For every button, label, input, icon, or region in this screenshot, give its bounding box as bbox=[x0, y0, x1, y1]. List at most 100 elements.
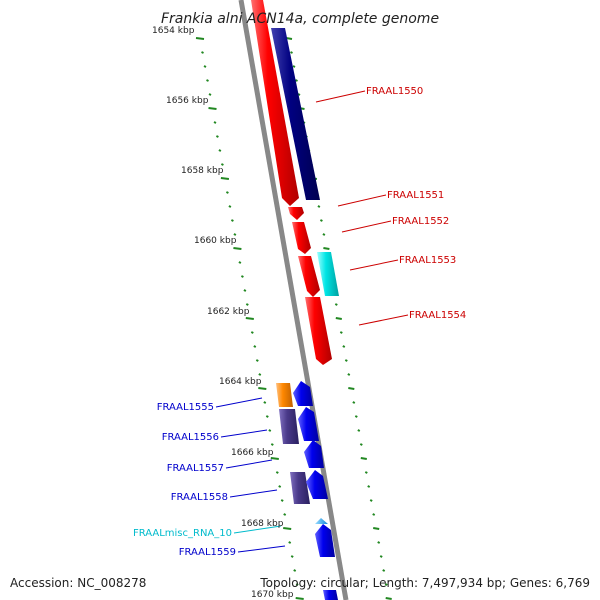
leader-fraal1556 bbox=[220, 429, 268, 438]
accession-text: Accession: NC_008278 bbox=[10, 576, 146, 590]
leader-fraal1550 bbox=[315, 90, 366, 103]
label-fraal1559[interactable]: FRAAL1559 bbox=[179, 547, 236, 558]
gene-fraal1555-cds[interactable] bbox=[293, 381, 313, 406]
leader-fraal1552 bbox=[341, 220, 392, 233]
ruler-minor-tick bbox=[250, 331, 254, 334]
label-fraal1557[interactable]: FRAAL1557 bbox=[167, 463, 224, 474]
ruler-major-tick bbox=[295, 597, 304, 600]
ruler-minor-tick-outer bbox=[295, 79, 298, 82]
label-fraalmisc-rna-10[interactable]: FRAALmisc_RNA_10 bbox=[133, 528, 232, 539]
label-fraal1555[interactable]: FRAAL1555 bbox=[157, 402, 214, 413]
ruler-minor-tick-outer bbox=[372, 513, 376, 516]
ruler-minor-tick-outer bbox=[344, 359, 348, 362]
ruler-minor-tick bbox=[290, 555, 294, 558]
ruler-major-tick-outer bbox=[360, 457, 367, 460]
gene-fraalmisc-rna-10[interactable] bbox=[315, 518, 328, 524]
ruler-minor-tick bbox=[208, 93, 212, 96]
ruler-minor-tick bbox=[228, 205, 232, 208]
ruler-minor-tick-outer bbox=[352, 401, 356, 404]
tick-label-1662: 1662 kbp bbox=[207, 307, 250, 317]
tick-label-1658: 1658 kbp bbox=[181, 166, 224, 176]
ruler-minor-tick-outer bbox=[379, 555, 383, 558]
ruler-minor-tick bbox=[243, 289, 247, 292]
ruler-major-tick bbox=[283, 527, 292, 530]
ruler-minor-tick-outer bbox=[292, 65, 296, 68]
ruler-minor-tick bbox=[240, 275, 244, 278]
ruler-minor-tick bbox=[203, 65, 207, 68]
gene-partial-bottom bbox=[323, 590, 338, 600]
ruler-minor-tick bbox=[253, 345, 257, 348]
tick-label-1654: 1654 kbp bbox=[152, 26, 195, 36]
ruler-minor-tick bbox=[263, 401, 267, 404]
ruler-minor-tick-outer bbox=[347, 373, 351, 376]
gene-fraal1557-cds[interactable] bbox=[304, 440, 324, 468]
label-leaders bbox=[215, 90, 409, 553]
ruler-minor-tick bbox=[265, 415, 269, 418]
gene-labels: FRAAL1550 FRAAL1551 FRAAL1552 FRAAL1553 … bbox=[133, 86, 466, 558]
ruler-minor-tick bbox=[233, 233, 237, 236]
gene-fraal1550-cog[interactable] bbox=[271, 28, 320, 200]
label-fraal1551[interactable]: FRAAL1551 bbox=[387, 190, 444, 201]
ruler-minor-tick bbox=[283, 513, 287, 516]
ruler-minor-tick bbox=[258, 373, 262, 376]
label-fraal1556[interactable]: FRAAL1556 bbox=[162, 432, 219, 443]
tick-label-1660: 1660 kbp bbox=[194, 236, 237, 246]
gene-fraal1555-cog[interactable] bbox=[276, 383, 293, 407]
ruler-minor-tick-outer bbox=[339, 331, 343, 334]
ruler-minor-tick bbox=[218, 149, 222, 152]
gene-fraal1556-cds[interactable] bbox=[298, 407, 319, 441]
ruler-minor-tick-outer bbox=[319, 219, 323, 222]
ruler-minor-tick bbox=[225, 191, 229, 194]
ruler-minor-tick bbox=[268, 429, 272, 432]
label-fraal1550[interactable]: FRAAL1550 bbox=[366, 86, 423, 97]
tick-label-1666: 1666 kbp bbox=[231, 448, 274, 458]
ruler-minor-tick-outer bbox=[322, 233, 326, 236]
genome-summary-text: Topology: circular; Length: 7,497,934 bp… bbox=[259, 576, 590, 590]
map-title: Frankia alni ACN14a, complete genome bbox=[161, 11, 439, 27]
ruler-minor-tick bbox=[230, 219, 234, 222]
gene-fraal1558-cog[interactable] bbox=[290, 472, 310, 504]
ruler-minor-tick-outer bbox=[290, 51, 293, 54]
ruler-minor-tick bbox=[295, 583, 299, 586]
tick-label-1670: 1670 kbp bbox=[251, 590, 294, 600]
leader-fraal1555 bbox=[215, 397, 263, 408]
ruler-minor-tick bbox=[238, 261, 242, 264]
leader-fraalmisc-rna-10 bbox=[233, 525, 282, 534]
ruler-minor-tick bbox=[278, 485, 282, 488]
gene-fraal1554-cds[interactable] bbox=[305, 297, 332, 365]
ruler-minor-tick bbox=[245, 303, 249, 306]
gene-fraal1553-cog[interactable] bbox=[317, 252, 339, 296]
ruler-minor-tick-outer bbox=[317, 205, 321, 208]
gene-fraal1551-cds[interactable] bbox=[288, 207, 304, 220]
gene-fraal1556-cog[interactable] bbox=[279, 409, 299, 444]
ruler-minor-tick-outer bbox=[354, 415, 358, 418]
ruler-minor-tick bbox=[280, 499, 284, 502]
ruler-major-tick bbox=[220, 177, 230, 180]
leader-fraal1553 bbox=[349, 259, 399, 271]
tick-label-1656: 1656 kbp bbox=[166, 96, 209, 106]
label-fraal1558[interactable]: FRAAL1558 bbox=[171, 492, 228, 503]
leader-fraal1554 bbox=[358, 314, 409, 326]
ruler-minor-tick-outer bbox=[357, 429, 361, 432]
label-fraal1554[interactable]: FRAAL1554 bbox=[409, 310, 466, 321]
ruler-major-tick bbox=[233, 247, 242, 250]
gene-fraal1559-cds[interactable] bbox=[315, 524, 335, 557]
gene-fraal1550-cds[interactable] bbox=[251, 0, 299, 206]
ruler-major-tick bbox=[195, 37, 205, 40]
ruler-minor-tick bbox=[220, 163, 224, 166]
label-fraal1553[interactable]: FRAAL1553 bbox=[399, 255, 456, 266]
reverse-strand-features bbox=[276, 381, 338, 600]
ruler-minor-tick bbox=[293, 569, 297, 572]
label-fraal1552[interactable]: FRAAL1552 bbox=[392, 216, 449, 227]
ruler-minor-tick bbox=[288, 541, 292, 544]
ruler-minor-tick-outer bbox=[334, 303, 338, 306]
gene-fraal1558-cds[interactable] bbox=[306, 470, 328, 499]
tick-marks-inner bbox=[195, 37, 304, 600]
ruler-minor-tick bbox=[215, 135, 219, 138]
ruler-major-tick-outer bbox=[348, 387, 355, 390]
gene-fraal1553-cds[interactable] bbox=[298, 256, 320, 297]
gene-fraal1552-cds[interactable] bbox=[292, 222, 311, 254]
ruler-minor-tick bbox=[206, 79, 209, 82]
